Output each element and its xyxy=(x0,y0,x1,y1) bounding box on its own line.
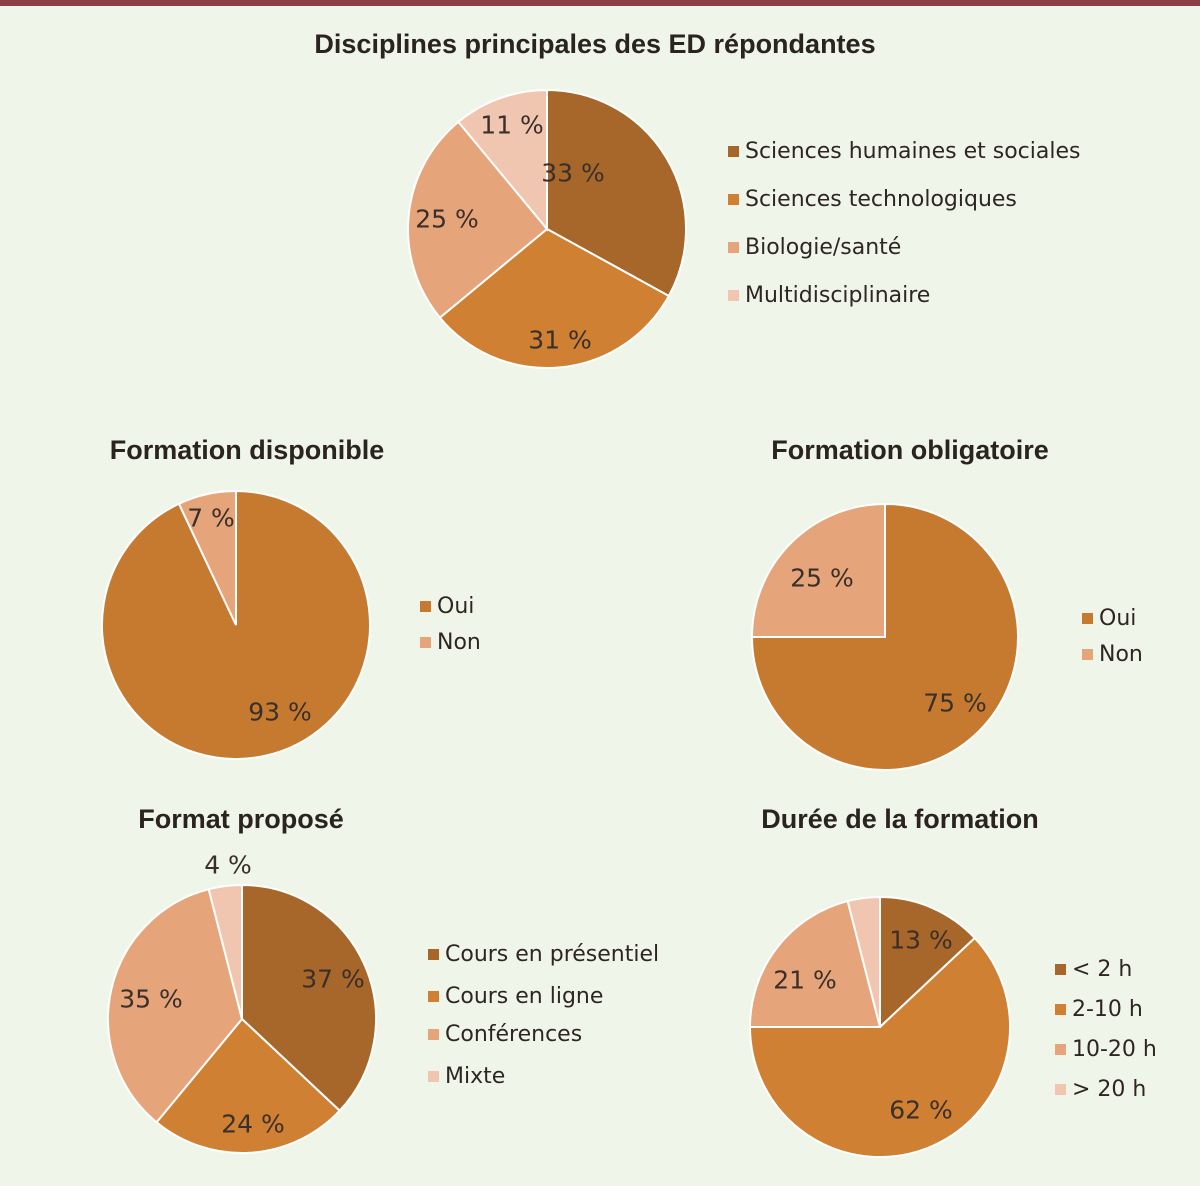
slice-label: 33 % xyxy=(541,159,605,188)
legend-label: Oui xyxy=(1099,605,1137,631)
pie-slice xyxy=(546,88,687,298)
slice-label: 37 % xyxy=(301,965,365,994)
pie-slice xyxy=(748,899,882,1028)
legend-label: > 20 h xyxy=(1072,1076,1147,1102)
legend-swatch xyxy=(420,636,431,648)
slice-label: 93 % xyxy=(248,698,312,727)
legend-swatch xyxy=(728,193,739,205)
legend-label: 10-20 h xyxy=(1072,1036,1157,1062)
slice-label: 25 % xyxy=(790,564,854,593)
legend-label: Cours en ligne xyxy=(445,983,604,1009)
legend-swatch xyxy=(728,241,739,253)
legend-label: Mixte xyxy=(445,1063,506,1089)
legend-swatch xyxy=(1055,1003,1066,1015)
legend-duree: < 2 h 2-10 h 10-20 h > 20 h xyxy=(1055,956,1157,1102)
pie-slice xyxy=(155,1017,342,1154)
slice-label: 25 % xyxy=(415,205,479,234)
legend-swatch xyxy=(1082,612,1093,624)
pie-slice xyxy=(407,120,549,320)
slice-label: 35 % xyxy=(119,985,183,1014)
legend-disciplines: Sciences humaines et sociales Sciences t… xyxy=(728,138,1081,308)
legend-label: Non xyxy=(1099,641,1143,667)
legend-item: Mixte xyxy=(428,1063,659,1089)
slice-label: 4 % xyxy=(204,851,252,880)
legend-swatch xyxy=(728,289,739,301)
legend-label: < 2 h xyxy=(1072,956,1133,982)
legend-item: Oui xyxy=(1082,605,1143,631)
legend-swatch xyxy=(1082,648,1093,660)
legend-item: 2-10 h xyxy=(1055,996,1157,1022)
slice-label: 21 % xyxy=(773,966,837,995)
legend-item: Non xyxy=(420,629,481,655)
chart-title-obligatoire: Formation obligatoire xyxy=(771,435,1049,465)
legend-label: Multidisciplinaire xyxy=(745,282,931,308)
legend-obligatoire: Oui Non xyxy=(1082,605,1143,667)
chart-title-disciplines: Disciplines principales des ED répondant… xyxy=(314,29,876,59)
pie-slice xyxy=(241,883,377,1113)
legend-label: Cours en présentiel xyxy=(445,941,660,967)
legend-item: Multidisciplinaire xyxy=(728,282,1080,308)
legend-label: Conférences xyxy=(445,1021,583,1047)
legend-swatch xyxy=(1055,1083,1066,1095)
pie-slice xyxy=(748,936,1011,1158)
legend-item: 10-20 h xyxy=(1055,1036,1157,1062)
slice-label: 7 % xyxy=(187,504,235,533)
legend-swatch xyxy=(420,600,431,612)
pie-slice xyxy=(107,887,244,1124)
top-accent-bar xyxy=(0,0,1200,6)
pie-slice xyxy=(846,895,881,1028)
legend-swatch xyxy=(1055,963,1066,975)
pie-slice xyxy=(750,502,886,638)
pie-slice xyxy=(879,895,977,1030)
legend-swatch xyxy=(428,990,439,1002)
legend-item: Non xyxy=(1082,641,1143,667)
legend-swatch xyxy=(428,1070,439,1082)
legend-swatch xyxy=(428,1028,439,1040)
legend-format: Cours en présentiel Cours en ligne Confé… xyxy=(428,941,660,1089)
legend-item: Conférences xyxy=(428,1021,659,1047)
slice-label: 13 % xyxy=(889,926,953,955)
legend-item: Cours en ligne xyxy=(428,983,659,1009)
legend-label: Oui xyxy=(437,593,475,619)
legend-label: Sciences technologiques xyxy=(745,186,1017,212)
pie-slice xyxy=(207,883,243,1020)
legend-swatch xyxy=(1055,1043,1066,1055)
legend-item: < 2 h xyxy=(1055,956,1157,982)
legend-item: Sciences technologiques xyxy=(728,186,1080,212)
legend-swatch xyxy=(428,948,439,960)
legend-item: Sciences humaines et sociales xyxy=(728,138,1081,164)
legend-item: Cours en présentiel xyxy=(428,941,660,967)
pie-slice xyxy=(456,88,548,232)
legend-label: 2-10 h xyxy=(1072,996,1143,1022)
legend-item: Oui xyxy=(420,593,481,619)
slice-label: 11 % xyxy=(480,111,544,140)
legend-swatch xyxy=(728,145,739,157)
slice-label: 24 % xyxy=(221,1110,285,1139)
chart-title-format: Format proposé xyxy=(138,804,344,834)
slice-label: 75 % xyxy=(923,689,987,718)
pie-slice xyxy=(177,489,237,626)
chart-title-disponible: Formation disponible xyxy=(109,435,385,465)
legend-label: Biologie/santé xyxy=(745,234,902,260)
legend-label: Sciences humaines et sociales xyxy=(745,138,1081,164)
pie-slice xyxy=(438,227,671,369)
legend-label: Non xyxy=(437,629,481,655)
chart-title-duree: Durée de la formation xyxy=(761,804,1039,834)
legend-item: Biologie/santé xyxy=(728,234,1080,260)
slice-label: 31 % xyxy=(528,326,592,355)
legend-item: > 20 h xyxy=(1055,1076,1157,1102)
legend-disponible: Oui Non xyxy=(420,593,481,655)
slice-label: 62 % xyxy=(889,1096,953,1125)
